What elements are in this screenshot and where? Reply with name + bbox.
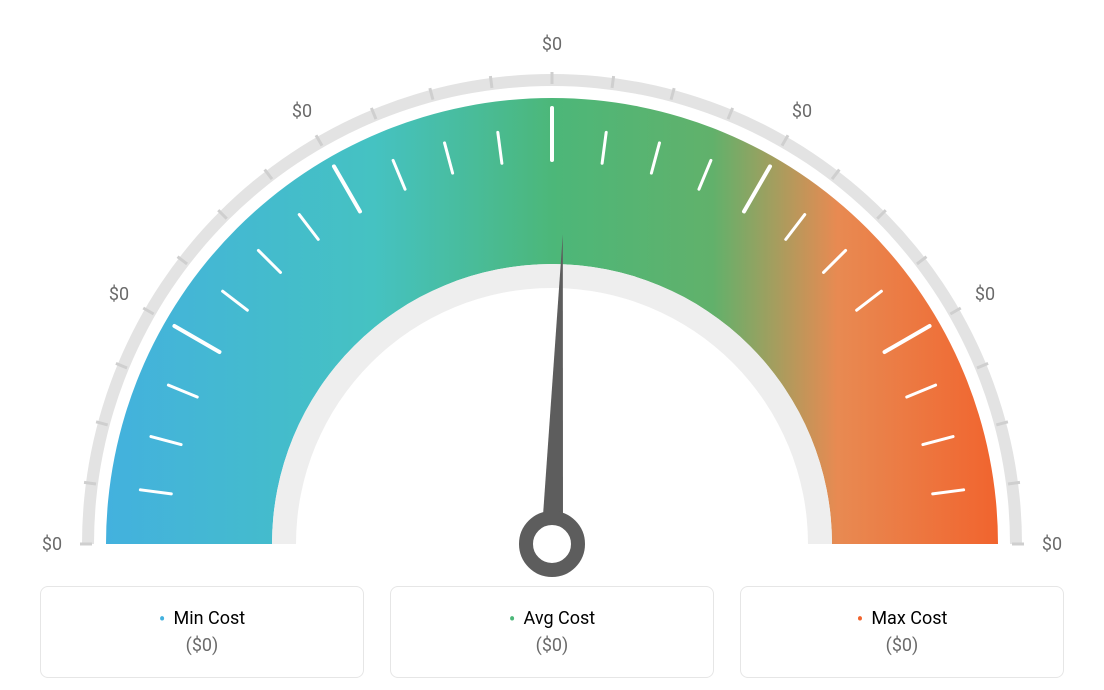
legend-title-min: • Min Cost (159, 608, 245, 629)
legend-value-min: ($0) (186, 635, 219, 656)
legend-title-max: • Max Cost (857, 608, 948, 629)
legend-card-avg: • Avg Cost ($0) (390, 586, 714, 678)
legend-value-max: ($0) (886, 635, 919, 656)
gauge-outer-tick (1008, 482, 1020, 484)
gauge-outer-tick (84, 482, 96, 484)
legend-bullet-min: • (159, 609, 166, 629)
legend-label-avg: Avg Cost (524, 608, 596, 629)
gauge-axis-label: $0 (792, 101, 812, 122)
gauge-chart-canvas: $0 $0 $0 $0 $0 $0 $0 • Min Cost ($0) • Avg Cos… (0, 0, 1104, 690)
legend-row: • Min Cost ($0) • Avg Cost ($0) • Max Co… (40, 586, 1064, 678)
gauge-needle-hub (526, 518, 578, 570)
legend-card-max: • Max Cost ($0) (740, 586, 1064, 678)
legend-title-avg: • Avg Cost (509, 608, 595, 629)
gauge-axis-label: $0 (292, 101, 312, 122)
legend-bullet-max: • (857, 609, 864, 629)
legend-bullet-avg: • (509, 609, 516, 629)
gauge-axis-label: $0 (542, 34, 562, 55)
legend-label-min: Min Cost (174, 608, 246, 629)
gauge-wrap: $0 $0 $0 $0 $0 $0 $0 (0, 0, 1104, 580)
gauge-svg: $0 $0 $0 $0 $0 $0 $0 (0, 0, 1104, 580)
gauge-axis-label: $0 (109, 284, 129, 305)
gauge-outer-tick (490, 76, 492, 88)
legend-label-max: Max Cost (871, 608, 947, 629)
legend-value-avg: ($0) (536, 635, 569, 656)
gauge-outer-tick (612, 76, 614, 88)
gauge-axis-label: $0 (42, 534, 62, 555)
gauge-axis-label: $0 (1042, 534, 1062, 555)
legend-card-min: • Min Cost ($0) (40, 586, 364, 678)
gauge-axis-label: $0 (975, 284, 995, 305)
